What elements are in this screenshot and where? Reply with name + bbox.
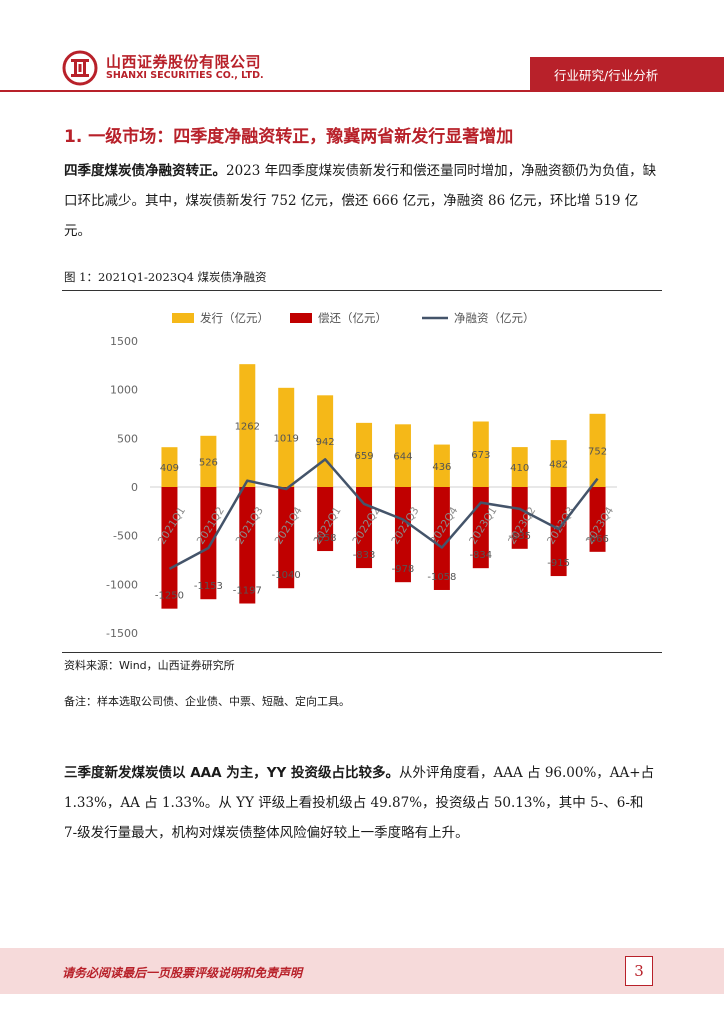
repayment-bar [589, 487, 606, 552]
issuance-bar [278, 387, 295, 487]
repayment-bar [394, 487, 411, 583]
issuance-bar [511, 447, 528, 487]
issuance-data-label: 942 [316, 437, 335, 448]
repayment-data-label: -833 [353, 550, 376, 561]
y-tick-label: 1000 [110, 384, 138, 397]
repayment-data-label: -978 [392, 564, 415, 575]
repayment-bar [278, 487, 295, 589]
y-tick-label: -1500 [106, 627, 138, 640]
repayment-bar [161, 487, 178, 609]
legend-label-repayment: 偿还（亿元） [318, 311, 387, 325]
repayment-data-label: -658 [314, 533, 337, 544]
figure-bottom-rule [62, 652, 662, 653]
issuance-data-label: 526 [199, 457, 218, 468]
category-label: 行业研究/行业分析 [554, 68, 659, 83]
issuance-data-label: 436 [432, 462, 451, 473]
issuance-data-label: 644 [393, 452, 412, 463]
repayment-data-label: -834 [469, 550, 492, 561]
y-tick-label: 500 [117, 432, 138, 445]
issuance-bar [356, 422, 373, 487]
paragraph-lead: 三季度新发煤炭债以 AAA 为主，YY 投资级占比较多。 [64, 765, 399, 781]
issuance-data-label: 1262 [235, 422, 260, 433]
repayment-bar [317, 487, 334, 552]
repayment-data-label: -1153 [194, 581, 223, 592]
disclaimer-notice: 请务必阅读最后一页股票评级说明和免责声明 [62, 966, 303, 980]
page-header: 山西证券股份有限公司 SHANXI SECURITIES CO., LTD. 行… [0, 0, 724, 100]
repayment-data-label: -915 [547, 558, 570, 569]
y-tick-label: -500 [113, 530, 138, 543]
category-band: 行业研究/行业分析 [530, 57, 724, 91]
repayment-data-label: -1250 [155, 591, 184, 602]
paragraph-net-financing: 四季度煤炭债净融资转正。2023 年四季度煤炭债新发行和偿还量同时增加，净融资额… [64, 156, 660, 246]
figure-top-rule [62, 290, 662, 291]
issuance-bar [472, 421, 489, 487]
legend-swatch-repayment [290, 313, 312, 323]
header-divider [0, 90, 724, 92]
repayment-data-label: -1197 [233, 586, 262, 597]
repayment-bar [511, 487, 528, 549]
company-name-cn: 山西证券股份有限公司 [106, 53, 262, 71]
issuance-bar [394, 424, 411, 487]
repayment-bar [550, 487, 567, 577]
issuance-data-label: 1019 [273, 433, 298, 444]
page-footer: 请务必阅读最后一页股票评级说明和免责声明 3 [0, 948, 724, 994]
section-title: 1. 一级市场：四季度净融资转正，豫冀两省新发行显著增加 [64, 127, 514, 147]
page-number: 3 [625, 956, 653, 986]
issuance-bar [550, 440, 567, 487]
issuance-data-label: 410 [510, 463, 529, 474]
figure-title: 图 1：2021Q1-2023Q4 煤炭债净融资 [64, 270, 267, 284]
figure-note: 备注：样本选取公司债、企业债、中票、短融、定向工具。 [64, 695, 350, 708]
issuance-bar [239, 364, 256, 487]
issuance-data-label: 482 [549, 460, 568, 471]
issuance-data-label: 409 [160, 463, 179, 474]
issuance-data-label: 752 [588, 446, 607, 457]
issuance-bar [200, 435, 217, 487]
repayment-bar [200, 487, 217, 600]
repayment-bar [356, 487, 373, 569]
company-name-en: SHANXI SECURITIES CO., LTD. [106, 70, 264, 81]
paragraph-body: 从外评角度看，AAA 占 96.00%，AA+占 1.33%，AA 占 1.33… [64, 765, 655, 841]
legend-label-net: 净融资（亿元） [454, 311, 535, 325]
repayment-data-label: -635 [508, 531, 531, 542]
shanxi-securities-logo-icon [62, 50, 98, 86]
net-financing-line [168, 458, 599, 570]
issuance-bar [161, 447, 178, 487]
y-tick-label: 0 [131, 481, 138, 494]
repayment-data-label: -1040 [272, 570, 301, 581]
y-tick-label: -1000 [106, 578, 138, 591]
paragraph-body: 2023 年四季度煤炭债新发行和偿还量同时增加，净融资额仍为负值，缺口环比减少。… [64, 163, 657, 239]
paragraph-lead: 四季度煤炭债净融资转正。 [64, 163, 226, 179]
repayment-bar [239, 487, 256, 604]
repayment-bar [433, 487, 450, 590]
legend-swatch-issuance [172, 313, 194, 323]
issuance-bar [433, 444, 450, 487]
issuance-data-label: 673 [471, 450, 490, 461]
paragraph-rating: 三季度新发煤炭债以 AAA 为主，YY 投资级占比较多。从外评角度看，AAA 占… [64, 758, 660, 848]
issuance-data-label: 659 [354, 451, 373, 462]
y-tick-label: 1500 [110, 335, 138, 348]
issuance-bar [589, 413, 606, 487]
figure-source: 资料来源：Wind，山西证券研究所 [64, 659, 235, 672]
legend-label-issuance: 发行（亿元） [200, 311, 269, 325]
repayment-data-label: -1058 [427, 572, 456, 583]
repayment-data-label: -666 [586, 534, 609, 545]
